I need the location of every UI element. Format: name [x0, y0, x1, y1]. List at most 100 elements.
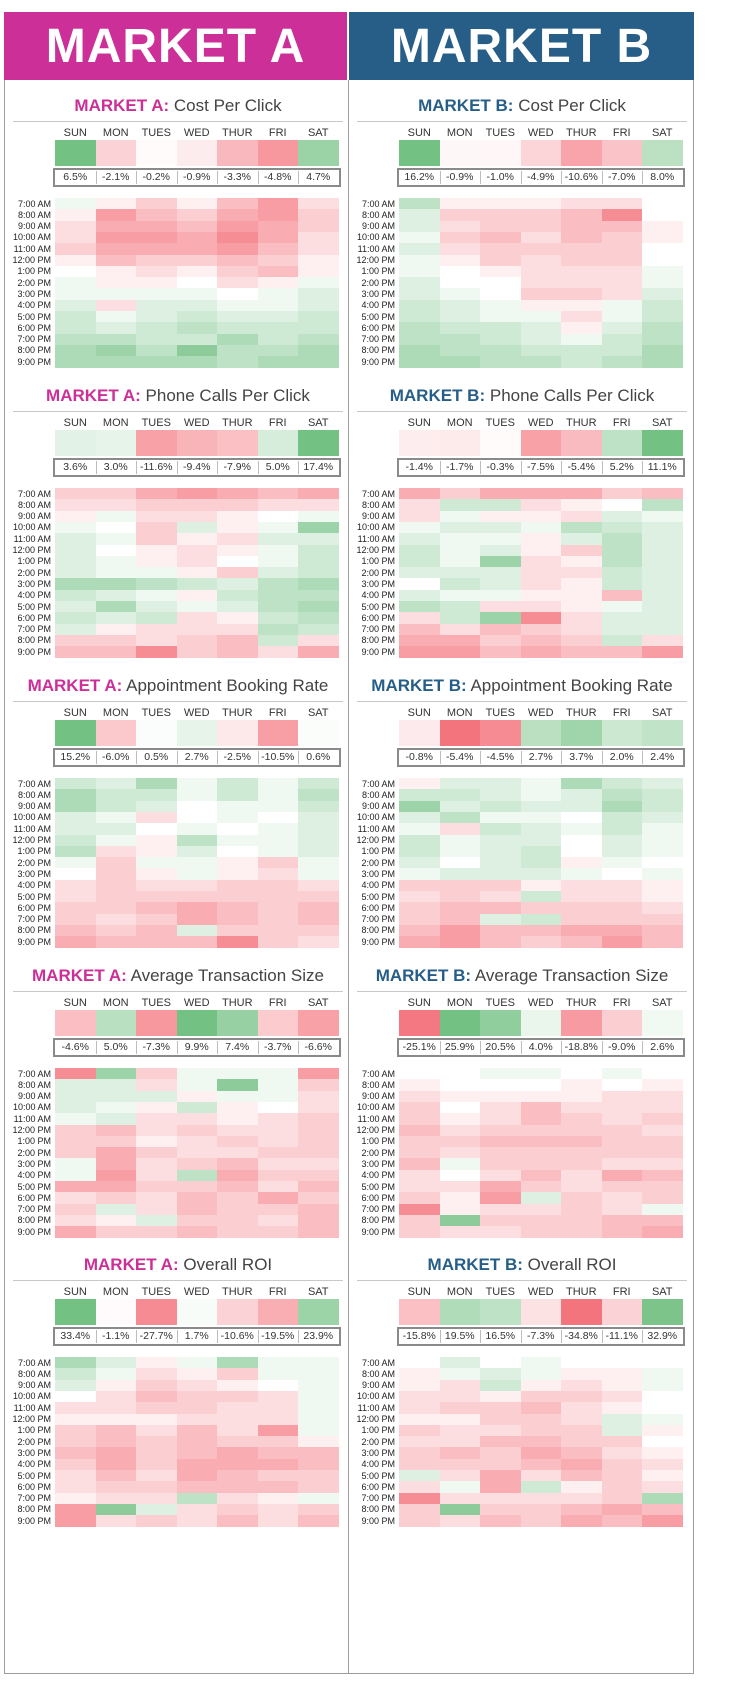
heat-cell — [399, 510, 440, 523]
heat-cell — [136, 1481, 177, 1494]
heat-cell — [480, 1101, 521, 1114]
heat-cell — [601, 1158, 643, 1171]
heat-cell — [217, 936, 258, 948]
heat-cell — [257, 1203, 299, 1216]
heat-cell — [642, 1481, 683, 1494]
percent-divider — [136, 751, 137, 764]
heat-cell — [95, 1402, 137, 1414]
percent-value: 16.5% — [485, 1330, 516, 1342]
heat-cell — [561, 356, 602, 368]
percent-divider — [642, 1041, 643, 1054]
heat-cell — [176, 891, 218, 903]
heat-cell — [520, 1147, 562, 1159]
time-label: 2:00 PM — [361, 1436, 395, 1447]
percent-value: -34.8% — [564, 1330, 598, 1342]
heat-cell — [136, 936, 177, 948]
heat-cell — [257, 612, 299, 625]
heat-cell — [176, 913, 218, 926]
heat-cell — [298, 924, 339, 937]
heat-cell — [399, 356, 440, 368]
heat-cell — [136, 333, 177, 346]
heat-cell — [642, 589, 683, 602]
time-label: 4:00 PM — [17, 880, 51, 891]
heat-cell — [520, 1515, 562, 1527]
percent-value: -25.1% — [402, 1041, 436, 1053]
heat-cell — [176, 1402, 218, 1414]
time-label: 9:00 PM — [17, 936, 51, 947]
percent-divider — [257, 461, 259, 474]
heat-cell — [520, 1214, 562, 1227]
metric-label: Average Transaction Size — [474, 966, 669, 985]
heat-cell — [176, 220, 218, 233]
time-label: 7:00 PM — [361, 914, 395, 925]
heat-cell — [561, 344, 602, 357]
day-summary-cell — [217, 720, 258, 746]
heat-cell — [399, 589, 440, 602]
percent-row — [397, 1327, 685, 1346]
heat-cell — [642, 1368, 683, 1381]
heat-cell — [257, 254, 299, 267]
heat-cell — [520, 231, 562, 244]
heat-cell — [95, 936, 137, 948]
heat-cell — [399, 1135, 440, 1148]
time-label: 3:00 PM — [361, 578, 395, 589]
day-summary-cell — [480, 140, 521, 166]
time-label: 8:00 AM — [17, 209, 51, 220]
day-summary-cell — [136, 1299, 177, 1325]
day-summary-cell — [642, 1299, 683, 1325]
heat-cell — [561, 1390, 602, 1403]
percent-value: 2.7% — [184, 751, 209, 763]
heat-cell — [601, 623, 643, 636]
heat-cell — [136, 1181, 177, 1193]
heat-cell — [480, 220, 521, 233]
percent-divider — [561, 751, 562, 764]
time-label: 4:00 PM — [361, 590, 395, 601]
heat-cell — [642, 1436, 683, 1448]
heat-cell — [642, 288, 683, 301]
heat-cell — [95, 1458, 137, 1471]
heat-cell — [561, 823, 602, 835]
heat-cell — [480, 902, 521, 915]
heat-cell — [601, 879, 643, 892]
heat-cell — [601, 800, 643, 813]
percent-divider — [642, 171, 643, 184]
time-label: 7:00 PM — [17, 1493, 51, 1504]
heat-cell — [480, 231, 521, 244]
heat-cell — [480, 1192, 521, 1205]
heat-cell — [601, 198, 643, 210]
heat-cell — [439, 924, 481, 937]
day-summary-cell — [217, 430, 258, 456]
title-divider — [13, 121, 343, 122]
heat-cell — [439, 1158, 481, 1171]
percent-value: -4.9% — [527, 171, 555, 183]
heat-cell — [480, 868, 521, 881]
heat-cell — [136, 311, 177, 323]
heat-cell — [399, 845, 440, 858]
heat-cell — [480, 1492, 521, 1505]
time-label: 1:00 PM — [17, 1136, 51, 1147]
heat-cell — [642, 510, 683, 523]
heat-cell — [217, 924, 258, 937]
percent-divider — [561, 171, 562, 184]
heat-cell — [399, 1515, 440, 1527]
heat-cell — [642, 1158, 683, 1171]
heat-cell — [298, 612, 339, 625]
day-label-mon: MON — [446, 997, 473, 1009]
market-label: MARKET B: — [371, 676, 467, 695]
day-summary-cell — [95, 1299, 136, 1325]
percent-value: 19.5% — [444, 1330, 475, 1342]
heat-cell — [298, 1470, 339, 1482]
heat-cell — [217, 1203, 258, 1216]
heat-cell — [298, 344, 339, 357]
heat-cell — [642, 243, 683, 255]
market-b-phone-calls-per-click-title: MARKET B: Phone Calls Per Click — [349, 386, 695, 406]
heat-cell — [520, 1068, 562, 1080]
heat-cell — [136, 1402, 177, 1414]
heat-cell — [520, 1481, 562, 1494]
heat-cell — [520, 1368, 562, 1381]
heat-cell — [601, 823, 643, 835]
day-label-thur: THUR — [565, 997, 597, 1009]
heat-cell — [561, 778, 602, 790]
heat-cell — [399, 533, 440, 545]
percent-value: -11.6% — [140, 461, 173, 473]
